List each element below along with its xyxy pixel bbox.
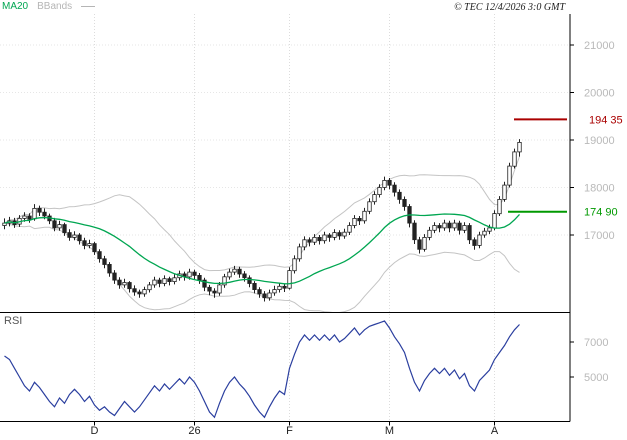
chart-legend: MA20 BBands — [2, 1, 96, 12]
svg-text:20000: 20000 — [584, 88, 615, 100]
svg-text:A: A — [491, 425, 499, 437]
svg-text:F: F — [286, 425, 293, 437]
rsi-pane-label: RSI — [4, 315, 23, 327]
time-axis-labels: D 26 F M A — [91, 421, 499, 437]
ma20-line — [4, 213, 520, 285]
legend-ma20-label: MA20 — [2, 1, 29, 12]
svg-text:M: M — [385, 425, 394, 437]
candlesticks — [2, 139, 522, 302]
grid-lines — [0, 14, 570, 422]
svg-text:5000: 5000 — [584, 372, 608, 384]
svg-text:174 90: 174 90 — [584, 207, 618, 219]
bollinger-bands — [4, 156, 520, 313]
svg-text:26: 26 — [188, 425, 200, 437]
svg-text:7000: 7000 — [584, 337, 608, 349]
svg-text:19000: 19000 — [584, 135, 615, 147]
bbands-line-sample-icon — [81, 6, 96, 7]
svg-text:18000: 18000 — [584, 183, 615, 195]
rsi-axis-labels: 7000 5000 — [570, 337, 608, 384]
copyright-text: © TEC 12/4/2026 3:0 GMT — [454, 2, 565, 13]
svg-text:17000: 17000 — [584, 230, 615, 242]
chart-frame — [0, 14, 571, 422]
svg-text:194 35: 194 35 — [589, 114, 623, 126]
price-level-lines: 194 35 174 90 — [508, 114, 623, 219]
rsi-line — [4, 320, 520, 419]
price-axis-labels: 21000 20000 19000 18000 17000 — [570, 40, 615, 242]
svg-text:21000: 21000 — [584, 40, 615, 52]
legend-bbands-label: BBands — [37, 1, 73, 12]
svg-text:D: D — [91, 425, 99, 437]
